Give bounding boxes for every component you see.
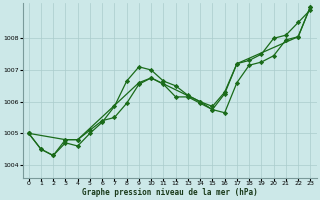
X-axis label: Graphe pression niveau de la mer (hPa): Graphe pression niveau de la mer (hPa) [82, 188, 257, 197]
